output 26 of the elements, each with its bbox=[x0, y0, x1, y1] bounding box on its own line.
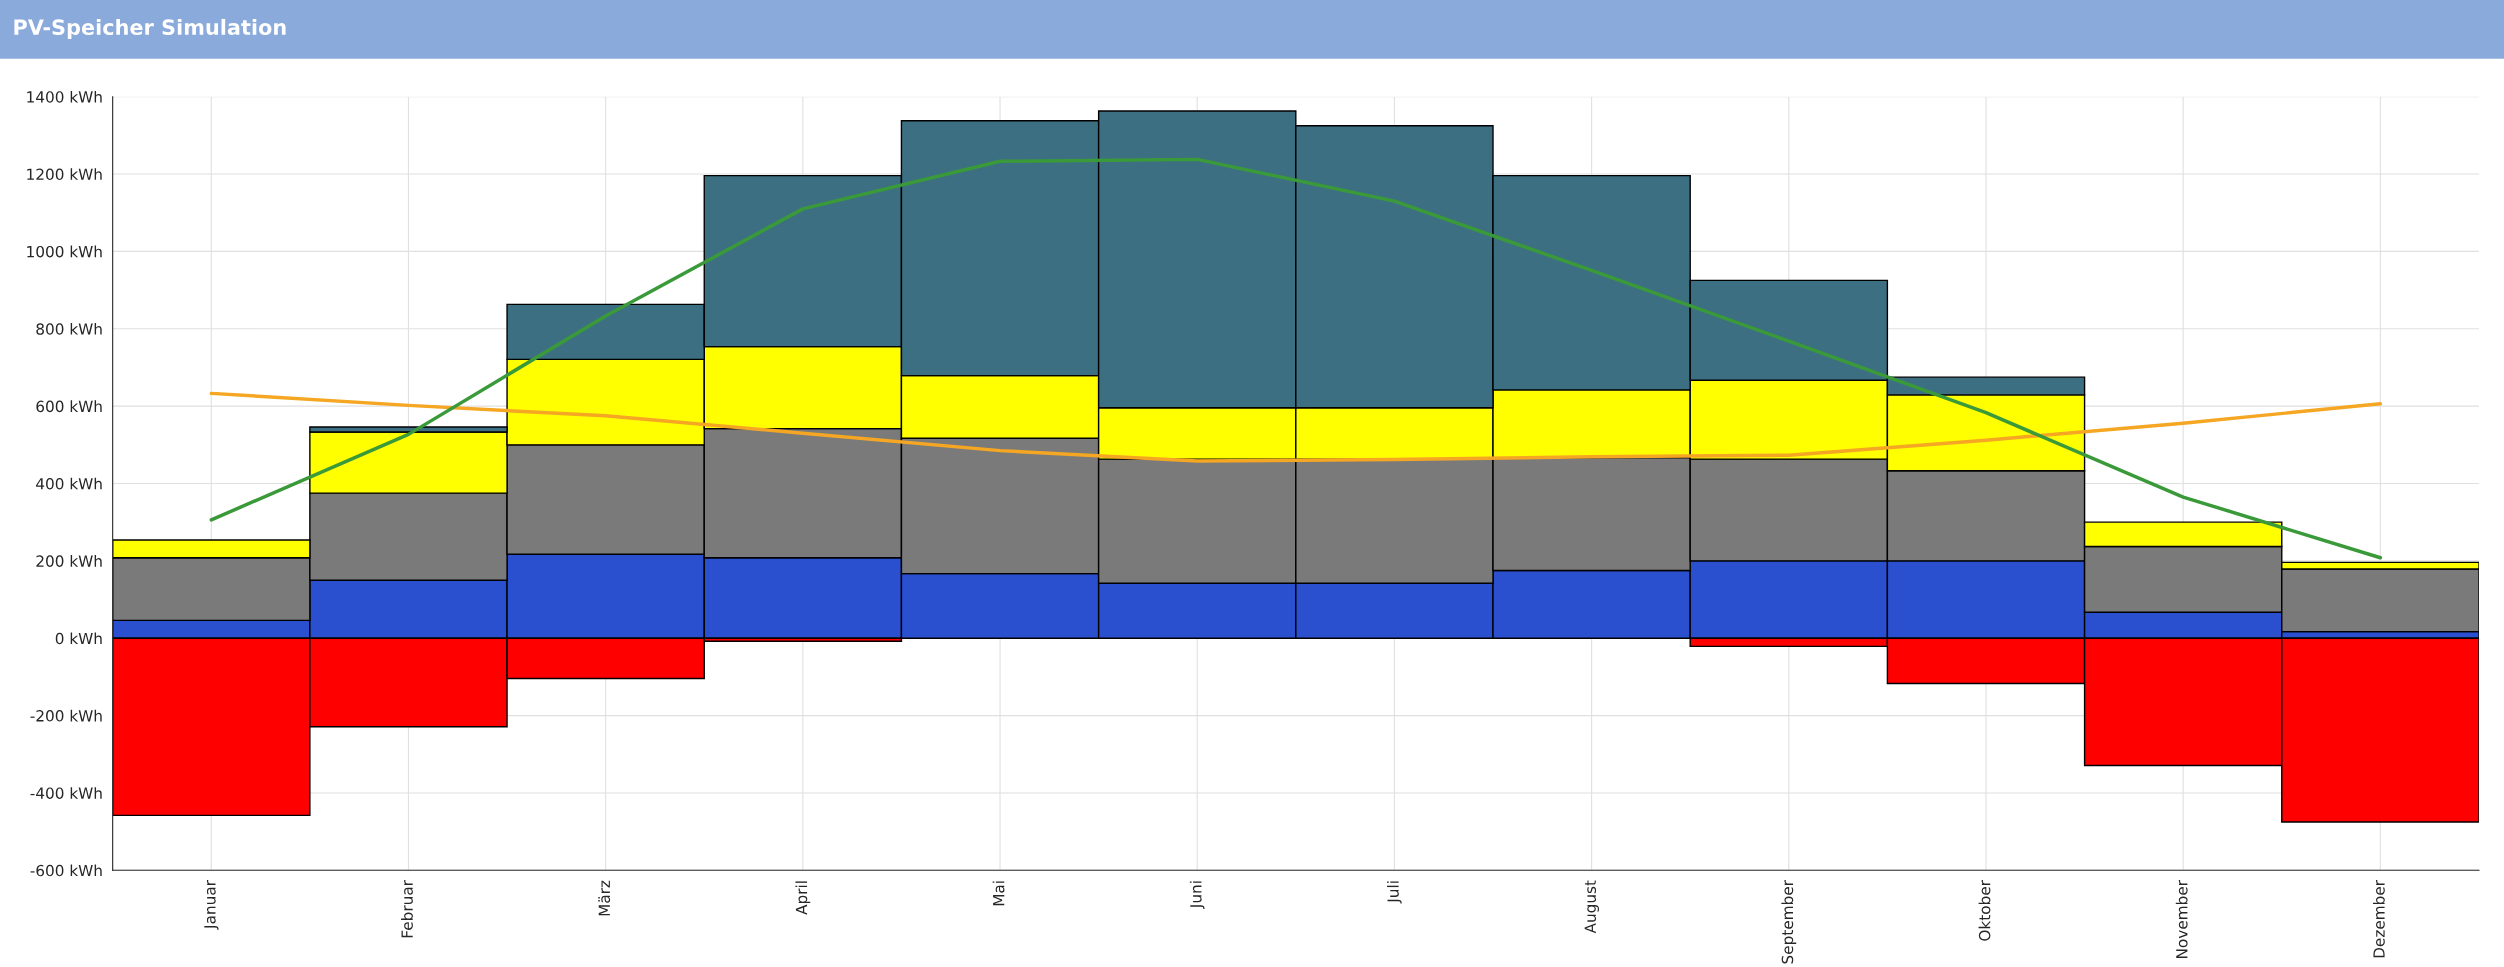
x-tick-label: November bbox=[2175, 880, 2188, 959]
y-tick-label: 400 kWh bbox=[36, 477, 102, 490]
chart-title: PV-Speicher Simulation bbox=[14, 18, 286, 40]
x-tick-label: Mai bbox=[992, 881, 1005, 906]
y-tick-label: -400 kWh bbox=[30, 787, 102, 799]
x-tick-label: Oktober bbox=[1978, 880, 1991, 941]
y-tick-label: 0 kWh bbox=[55, 632, 102, 645]
y-tick-label: -200 kWh bbox=[30, 709, 102, 722]
y-tick-label: 600 kWh bbox=[36, 400, 102, 413]
x-tick-label: Januar bbox=[204, 880, 219, 930]
y-tick-label: 1400 kWh bbox=[27, 90, 102, 103]
x-tick-label: März bbox=[598, 880, 611, 916]
y-tick-label: 800 kWh bbox=[36, 322, 102, 335]
y-tick-label: -600 kWh bbox=[30, 864, 102, 877]
x-tick-label: Februar bbox=[401, 880, 413, 938]
x-tick-label: Juni bbox=[1189, 881, 1205, 909]
x-tick-label: Dezember bbox=[2372, 880, 2385, 958]
x-tick-label: April bbox=[795, 881, 811, 915]
x-tick-label: Juli bbox=[1387, 881, 1402, 904]
line-series bbox=[209, 157, 2383, 560]
line-series bbox=[209, 391, 2383, 463]
y-tick-label: 1000 kWh bbox=[27, 245, 102, 258]
y-tick-label: 200 kWh bbox=[36, 555, 102, 567]
x-tick-label: September bbox=[1781, 880, 1797, 964]
x-tick-label: August bbox=[1584, 880, 1599, 934]
y-tick-label: 1200 kWh bbox=[27, 168, 102, 181]
